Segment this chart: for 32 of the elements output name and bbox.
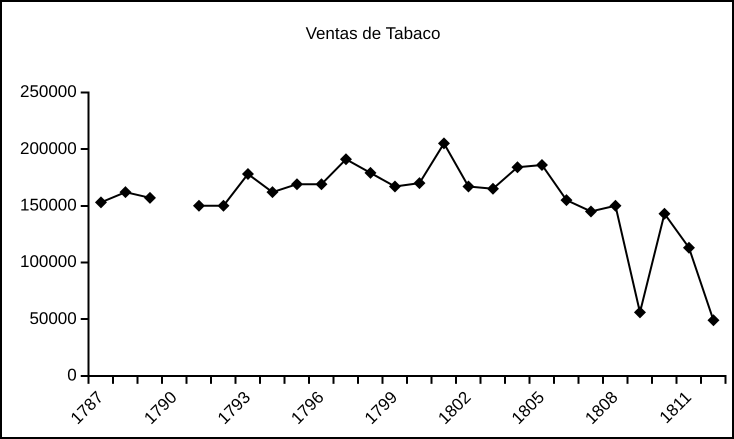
point [340, 153, 352, 166]
point [609, 200, 622, 212]
point [462, 180, 474, 192]
y-tick-label: 250000 [20, 82, 77, 102]
point [707, 314, 720, 326]
y-tick-label: 200000 [20, 138, 77, 158]
point [192, 200, 205, 212]
y-tick-label: 0 [67, 366, 77, 385]
point [242, 168, 254, 180]
point [217, 200, 230, 212]
point [658, 208, 670, 220]
point [682, 242, 695, 254]
point [560, 194, 572, 206]
point [438, 137, 450, 150]
point [388, 180, 401, 192]
y-tick-label: 150000 [20, 195, 77, 214]
y-tick-label: 100000 [20, 252, 77, 272]
point [511, 161, 524, 174]
point [266, 186, 278, 198]
point [290, 178, 303, 190]
y-tick-label: 50000 [29, 308, 77, 328]
chart-title: Ventas de Tabaco [306, 24, 440, 43]
point [364, 166, 376, 179]
point [584, 205, 597, 218]
point [634, 306, 646, 318]
point [119, 186, 132, 198]
point [413, 177, 426, 190]
point [315, 178, 328, 190]
point [144, 192, 156, 204]
point [486, 182, 499, 195]
point [94, 196, 107, 208]
point [536, 158, 548, 171]
